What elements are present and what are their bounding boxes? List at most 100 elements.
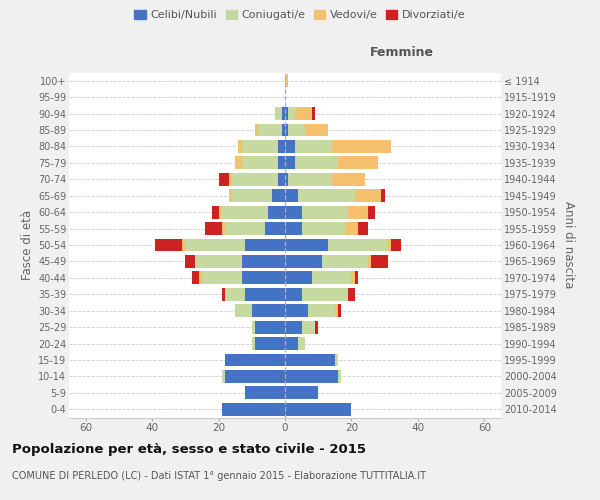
Bar [285, 74, 289, 87]
Bar [302, 206, 348, 218]
Bar [265, 222, 285, 235]
Bar [311, 272, 352, 284]
Bar [281, 107, 285, 120]
Bar [242, 272, 285, 284]
Bar [212, 206, 218, 218]
Bar [242, 255, 285, 268]
Bar [285, 337, 298, 350]
Bar [338, 370, 341, 383]
Bar [345, 222, 358, 235]
Legend: Celibi/Nubili, Coniugati/e, Vedovi/e, Divorziati/e: Celibi/Nubili, Coniugati/e, Vedovi/e, Di… [130, 6, 470, 25]
Bar [328, 238, 388, 252]
Bar [285, 107, 289, 120]
Bar [185, 255, 195, 268]
Bar [268, 206, 285, 218]
Bar [285, 206, 302, 218]
Bar [335, 304, 338, 317]
Bar [252, 337, 255, 350]
Bar [285, 173, 289, 186]
Y-axis label: Anni di nascita: Anni di nascita [562, 202, 575, 288]
Bar [371, 255, 388, 268]
Bar [255, 320, 285, 334]
Bar [302, 288, 348, 300]
Bar [225, 354, 285, 366]
Bar [222, 370, 225, 383]
Bar [332, 140, 391, 153]
Bar [285, 320, 302, 334]
Bar [281, 124, 285, 136]
Bar [368, 206, 375, 218]
Bar [222, 222, 225, 235]
Bar [388, 238, 391, 252]
Text: COMUNE DI PERLEDO (LC) - Dati ISTAT 1° gennaio 2015 - Elaborazione TUTTITALIA.IT: COMUNE DI PERLEDO (LC) - Dati ISTAT 1° g… [12, 471, 426, 481]
Bar [355, 272, 358, 284]
Bar [222, 206, 268, 218]
Bar [285, 288, 302, 300]
Bar [308, 304, 335, 317]
Bar [332, 173, 365, 186]
Bar [229, 190, 232, 202]
Bar [285, 403, 352, 415]
Bar [242, 156, 278, 170]
Bar [289, 107, 295, 120]
Bar [185, 238, 245, 252]
Bar [278, 173, 285, 186]
Bar [285, 272, 311, 284]
Bar [195, 255, 242, 268]
Bar [245, 238, 285, 252]
Bar [285, 222, 302, 235]
Bar [255, 337, 285, 350]
Bar [235, 304, 252, 317]
Bar [302, 320, 315, 334]
Bar [295, 107, 311, 120]
Bar [255, 124, 259, 136]
Bar [275, 107, 281, 120]
Bar [225, 370, 285, 383]
Bar [285, 156, 295, 170]
Bar [222, 403, 285, 415]
Bar [245, 386, 285, 400]
Bar [382, 190, 385, 202]
Bar [259, 124, 281, 136]
Bar [232, 190, 272, 202]
Bar [285, 255, 322, 268]
Bar [338, 156, 378, 170]
Bar [352, 272, 355, 284]
Bar [252, 320, 255, 334]
Bar [322, 255, 368, 268]
Bar [302, 222, 345, 235]
Bar [238, 140, 242, 153]
Bar [285, 386, 318, 400]
Bar [298, 190, 355, 202]
Bar [285, 140, 295, 153]
Text: Popolazione per età, sesso e stato civile - 2015: Popolazione per età, sesso e stato civil… [12, 442, 366, 456]
Bar [315, 320, 318, 334]
Bar [285, 190, 298, 202]
Bar [218, 206, 222, 218]
Bar [252, 304, 285, 317]
Bar [242, 140, 278, 153]
Bar [368, 255, 371, 268]
Text: Femmine: Femmine [370, 46, 434, 59]
Bar [245, 288, 285, 300]
Bar [272, 190, 285, 202]
Bar [205, 222, 222, 235]
Bar [338, 304, 341, 317]
Bar [199, 272, 202, 284]
Bar [225, 288, 245, 300]
Bar [355, 190, 382, 202]
Bar [358, 222, 368, 235]
Bar [305, 124, 328, 136]
Bar [229, 173, 232, 186]
Bar [285, 124, 289, 136]
Bar [218, 173, 229, 186]
Bar [285, 370, 338, 383]
Bar [348, 206, 368, 218]
Bar [285, 304, 308, 317]
Bar [289, 124, 305, 136]
Bar [285, 238, 328, 252]
Bar [222, 288, 225, 300]
Bar [391, 238, 401, 252]
Bar [192, 272, 199, 284]
Bar [289, 173, 332, 186]
